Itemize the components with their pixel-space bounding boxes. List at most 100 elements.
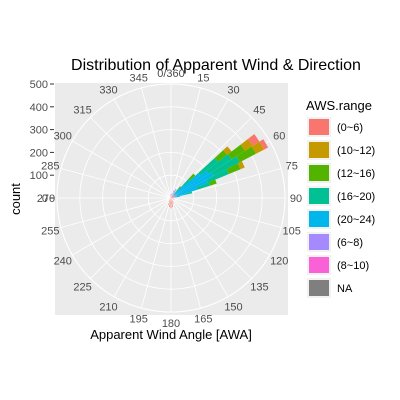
bar-segment	[170, 198, 172, 209]
bar-segment	[171, 195, 172, 198]
bar-segment	[186, 191, 193, 195]
bar-segment	[171, 196, 175, 198]
angle-tick-label: 45	[253, 105, 265, 117]
grid-spoke	[60, 168, 172, 199]
angle-tick-label: 315	[73, 105, 91, 117]
grid-spoke	[90, 197, 172, 279]
angle-tick-label: 105	[283, 225, 301, 237]
bar-segment	[171, 198, 174, 200]
legend-swatch	[309, 165, 329, 181]
bar-segment	[174, 173, 200, 196]
angle-tick-label: 75	[286, 161, 298, 173]
bar-segment	[171, 195, 174, 198]
bar-segment	[171, 194, 176, 198]
bar-segment	[169, 198, 171, 200]
bar-segment	[169, 197, 171, 198]
angle-tick-label: 120	[270, 256, 288, 268]
angle-tick-label: 60	[273, 131, 285, 143]
legend-label: (16~20)	[337, 191, 375, 203]
bar-segment	[223, 146, 232, 155]
bar-segment	[171, 196, 176, 198]
bars-layer	[168, 134, 269, 209]
grid-spoke	[170, 197, 201, 309]
bar-segment	[188, 173, 196, 181]
grid-spoke	[170, 87, 201, 199]
radial-tick-label: 0	[42, 193, 48, 205]
grid-spoke	[170, 197, 229, 297]
grid-spoke	[72, 140, 172, 199]
bar-segment	[259, 139, 269, 150]
bar-segment	[173, 196, 181, 198]
grid-spoke	[113, 99, 172, 199]
grid-spoke	[170, 197, 270, 256]
bar-segment	[171, 194, 175, 198]
angle-ticks: 0/360 15 30 45 60 75 90 105 120 135 150 165 180 195 21…	[37, 68, 302, 330]
grid-spoke	[90, 117, 172, 199]
legend-swatch	[309, 188, 329, 204]
angle-tick-label: 180	[162, 318, 180, 330]
angle-tick-label: 255	[41, 225, 59, 237]
angle-tick-label: 345	[129, 72, 147, 84]
angle-tick-label: 150	[224, 301, 242, 313]
angle-tick-label: 30	[227, 85, 239, 97]
legend-swatch	[309, 257, 329, 273]
grid-spoke	[170, 197, 282, 228]
bar-segment	[175, 187, 198, 197]
bar-segment	[174, 188, 177, 192]
bar-segment	[176, 179, 208, 196]
bar-segment	[174, 193, 187, 198]
legend-title: AWS.range	[306, 98, 372, 113]
bar-segment	[168, 198, 171, 203]
bar-segment	[182, 178, 191, 187]
radial-tick-label: 200	[30, 147, 48, 159]
bar-segment	[171, 195, 173, 198]
bar-segment	[171, 196, 173, 198]
legend-label: (0~6)	[337, 122, 363, 134]
angle-tick-label: 240	[54, 256, 72, 268]
bar-segment	[170, 196, 171, 198]
angle-tick-label: 0/360	[157, 68, 185, 80]
bar-segment	[176, 172, 214, 195]
angle-tick-label: 300	[54, 131, 72, 143]
angle-tick-label: 15	[197, 72, 209, 84]
bar-segment	[171, 194, 178, 198]
legend-swatch	[309, 234, 329, 250]
chart-title: Distribution of Apparent Wind & Directio…	[71, 57, 361, 74]
radial-tick-label: 500	[30, 79, 48, 91]
legend-label: (12~16)	[337, 168, 375, 180]
legend-label: (20~24)	[337, 214, 375, 226]
radial-tick-label: 300	[30, 125, 48, 137]
bar-segment	[211, 156, 240, 176]
legend-swatch	[309, 211, 329, 227]
legend: AWS.range (0~6) (10~12) (12~16) (16~20) (20~…	[306, 98, 375, 298]
bar-segment	[197, 157, 219, 176]
bar-segment	[170, 196, 171, 198]
legend-label: NA	[337, 283, 353, 295]
bar-segment	[172, 199, 175, 201]
legend-swatch	[309, 280, 329, 296]
angle-tick-label: 225	[73, 281, 91, 293]
bar-segment	[251, 141, 265, 154]
radial-ticks: 0 100 200 300 400 500	[30, 79, 54, 205]
bar-segment	[236, 146, 256, 163]
legend-label: (8~10)	[337, 260, 369, 272]
bar-segment	[208, 179, 217, 186]
legend-label: (10~12)	[337, 145, 375, 157]
angle-tick-label: 210	[99, 301, 117, 313]
grid-spoke	[141, 197, 172, 309]
bar-segment	[247, 134, 260, 146]
radial-tick-label: 100	[30, 170, 48, 182]
bar-segment	[226, 163, 241, 175]
bar-segment	[171, 193, 172, 196]
angle-tick-label: 90	[290, 193, 302, 205]
bar-segment	[206, 154, 232, 175]
bar-segment	[171, 198, 174, 202]
grid-spoke	[141, 87, 172, 199]
radial-tick-label: 400	[30, 102, 48, 114]
bar-segment	[227, 144, 246, 160]
bar-segment	[170, 194, 171, 197]
grid-spoke	[170, 99, 229, 199]
grid-spoke	[113, 197, 172, 297]
grid-spoke	[170, 197, 252, 279]
